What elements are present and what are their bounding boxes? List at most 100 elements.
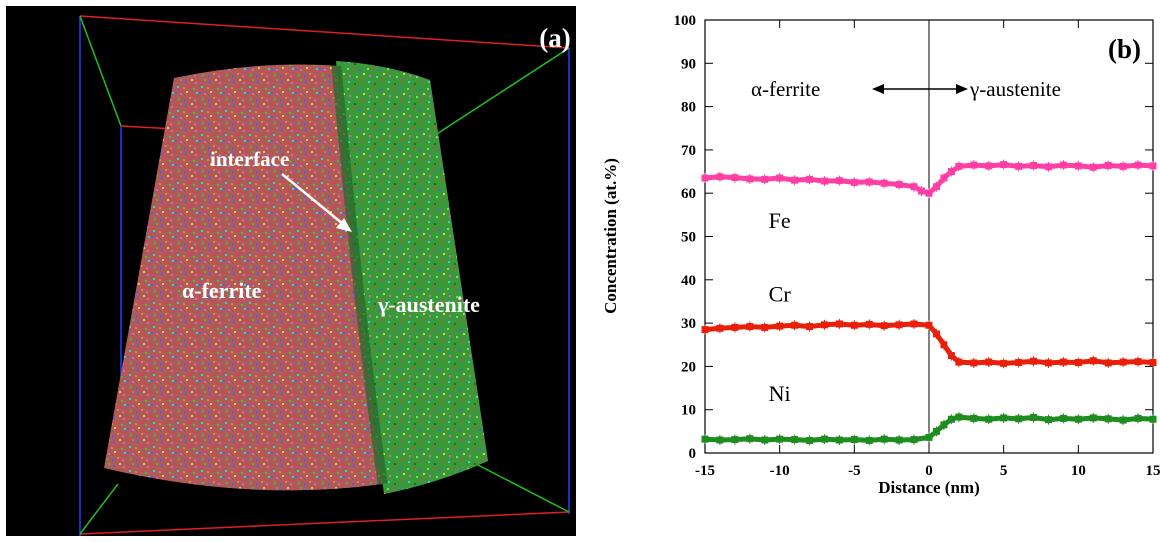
series-layer (701, 159, 1157, 446)
data-point-fe (940, 174, 948, 182)
box-edge (79, 483, 119, 535)
data-point-ni (1015, 415, 1023, 423)
x-tick-label: -5 (848, 463, 861, 479)
data-point-fe (985, 162, 993, 170)
data-point-fe (955, 162, 963, 170)
data-point-ni (1104, 415, 1112, 423)
data-point-cr (932, 330, 940, 338)
data-point-ni (932, 427, 940, 435)
data-point-ni (865, 436, 873, 444)
annotation-austenite: γ-austenite (969, 77, 1061, 101)
data-point-fe (910, 183, 918, 191)
data-point-cr (791, 321, 799, 329)
y-tick-label: 80 (681, 100, 696, 116)
data-point-ni (701, 435, 709, 443)
box-edge (79, 15, 570, 49)
data-point-fe (1000, 161, 1008, 169)
data-point-fe (776, 174, 784, 182)
data-point-fe (970, 161, 978, 169)
data-point-cr (701, 326, 709, 334)
data-point-cr (761, 323, 769, 331)
data-point-cr (940, 341, 948, 349)
data-point-cr (910, 320, 918, 328)
data-point-cr (895, 321, 903, 329)
data-point-fe (701, 174, 709, 182)
y-tick-label: 60 (681, 186, 696, 202)
series-label-cr: Cr (769, 281, 792, 306)
data-point-ni (985, 415, 993, 423)
data-point-cr (880, 322, 888, 330)
panel-b-label: (b) (1108, 34, 1141, 64)
series-cr (701, 318, 1157, 369)
series-fe (701, 159, 1157, 199)
data-point-fe (1074, 162, 1082, 170)
x-tick-label: 10 (1071, 463, 1086, 479)
data-point-fe (820, 177, 828, 185)
data-point-fe (1134, 161, 1142, 169)
data-point-ni (910, 436, 918, 444)
y-tick-label: 70 (681, 143, 696, 159)
series-line-fe (704, 162, 1154, 196)
data-point-ni (895, 436, 903, 444)
data-point-ni (1074, 415, 1082, 423)
data-point-fe (1119, 162, 1127, 170)
data-point-fe (1044, 163, 1052, 171)
y-tick-label: 100 (674, 13, 697, 29)
data-point-fe (746, 175, 754, 183)
data-point-cr (865, 320, 873, 328)
y-tick-label: 40 (681, 273, 696, 289)
data-point-fe (1089, 163, 1097, 171)
bounding-box (79, 15, 570, 536)
data-point-fe (791, 176, 799, 184)
ferrite-label: α-ferrite (182, 278, 262, 303)
box-edge (79, 511, 570, 535)
phase-arrowhead-left (872, 84, 884, 94)
data-point-ni (791, 436, 799, 444)
data-point-cr (1149, 359, 1157, 367)
data-point-ni (850, 436, 858, 444)
data-point-ni (925, 433, 933, 441)
data-point-cr (835, 320, 843, 328)
data-point-fe (835, 177, 843, 185)
data-point-ni (1030, 413, 1038, 421)
data-point-fe (806, 175, 814, 183)
y-tick-label: 50 (681, 230, 696, 246)
data-point-fe (865, 178, 873, 186)
data-point-cr (820, 321, 828, 329)
data-point-fe (1015, 162, 1023, 170)
x-axis: -15 -10 -5 0 5 10 15 (695, 20, 1160, 479)
data-point-fe (918, 187, 926, 195)
atom-probe-reconstruction: (a) interface α-ferrite γ-austenite (6, 6, 576, 536)
data-point-ni (1044, 416, 1052, 424)
y-tick-label: 10 (681, 403, 696, 419)
data-point-ni (835, 436, 843, 444)
x-tick-label: 0 (925, 463, 933, 479)
data-point-cr (746, 323, 754, 331)
data-point-ni (947, 415, 955, 423)
data-point-cr (955, 358, 963, 366)
interface-label: interface (210, 147, 289, 171)
data-point-cr (716, 324, 724, 332)
data-point-fe (1149, 162, 1157, 170)
data-point-cr (970, 359, 978, 367)
interface-arrowhead (336, 218, 352, 232)
series-label-ni: Ni (769, 381, 791, 406)
x-tick-label: 5 (1000, 463, 1008, 479)
box-edge (475, 463, 570, 513)
data-point-cr (985, 358, 993, 366)
x-tick-label: -10 (770, 463, 790, 479)
data-point-fe (947, 168, 955, 176)
data-point-ni (716, 436, 724, 444)
data-point-cr (1089, 357, 1097, 365)
y-axis: 0 10 20 30 40 50 60 70 80 90 100 (674, 13, 1153, 462)
data-point-cr (1104, 359, 1112, 367)
data-point-ni (1000, 414, 1008, 422)
data-point-cr (1134, 358, 1142, 366)
x-tick-label: 15 (1146, 463, 1160, 479)
y-axis-title: Concentration (at.%) (601, 158, 620, 314)
data-point-ni (880, 435, 888, 443)
data-point-fe (1030, 161, 1038, 169)
data-point-cr (731, 323, 739, 331)
data-point-fe (880, 179, 888, 187)
data-point-cr (1044, 359, 1052, 367)
